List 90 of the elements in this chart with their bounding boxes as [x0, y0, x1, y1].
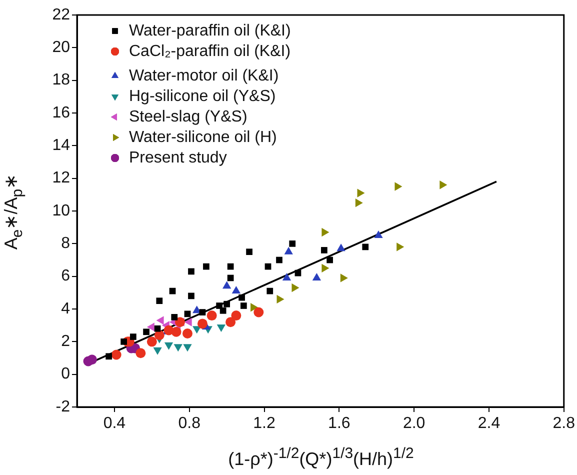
x-tick-label: 0.4: [103, 415, 126, 432]
point: [188, 292, 194, 300]
point: [106, 353, 112, 360]
legend-label: Water-paraffin oil (K&I): [129, 22, 291, 40]
point: [250, 303, 258, 312]
point: [284, 246, 293, 254]
point: [340, 274, 348, 282]
point: [374, 230, 383, 238]
point: [254, 307, 264, 318]
point: [216, 302, 222, 309]
point: [276, 294, 284, 304]
x-tick-label: 1.6: [328, 415, 350, 432]
point: [266, 288, 274, 294]
point: [197, 318, 208, 329]
point: [199, 309, 206, 316]
point: [282, 272, 292, 280]
point: [156, 316, 164, 325]
y-tick-label: 14: [52, 137, 70, 154]
y-tick-label: 12: [52, 170, 70, 187]
point: [362, 244, 369, 250]
point: [120, 338, 127, 345]
point: [154, 330, 164, 340]
point: [226, 317, 236, 328]
point: [171, 314, 178, 320]
point: [231, 310, 242, 321]
x-tick-label: 2.8: [552, 415, 576, 432]
x-axis-title: (1-ρ*)$^{-1/2}$(Q*)$^{1/3}$(H/h)$^{1/2}$: [228, 445, 414, 470]
point: [312, 272, 322, 280]
point: [184, 318, 192, 326]
x-tick-label: 0.8: [178, 415, 201, 432]
point: [232, 286, 240, 294]
x-tick-label: 1.2: [253, 415, 276, 432]
point: [394, 182, 402, 191]
x-tick-label: 2.0: [402, 415, 426, 432]
point: [396, 242, 404, 252]
x-tick-label: 2.4: [478, 415, 500, 432]
point: [220, 307, 226, 314]
legend-label: Water-silicone oil (H): [129, 128, 277, 146]
point: [111, 350, 122, 360]
point: [357, 188, 365, 198]
point: [224, 300, 230, 308]
y-tick-label: 4: [61, 300, 70, 318]
y-tick-label: 16: [52, 104, 70, 122]
point: [146, 336, 157, 347]
point: [174, 344, 182, 352]
y-tick-label: 0: [61, 366, 70, 383]
y-tick-label: 18: [52, 72, 70, 89]
point: [183, 344, 192, 352]
point: [146, 322, 154, 332]
point: [440, 180, 448, 190]
point: [153, 347, 162, 355]
point: [238, 294, 245, 301]
point: [184, 310, 191, 318]
y-tick-label: 8: [61, 235, 70, 252]
point: [216, 324, 226, 332]
point: [203, 263, 210, 270]
point: [86, 354, 97, 365]
legend-label: CaCl₂-paraffin oil (K&I): [129, 42, 291, 60]
y-tick-label: 20: [52, 39, 70, 56]
y-tick-label: 22: [52, 6, 70, 24]
point: [292, 283, 300, 292]
point: [326, 256, 333, 264]
y-tick-label: 2: [61, 333, 70, 350]
legend-label: Present study: [129, 149, 227, 166]
point: [322, 264, 330, 272]
point: [336, 244, 346, 252]
point: [240, 302, 247, 309]
point: [246, 248, 252, 256]
point: [222, 281, 232, 289]
point: [276, 256, 282, 264]
point: [355, 198, 363, 208]
point: [136, 348, 146, 358]
point: [130, 334, 136, 340]
point: [206, 310, 217, 321]
point: [188, 268, 194, 275]
y-tick-label: 10: [52, 202, 70, 220]
point: [321, 247, 328, 254]
legend-label: Water-motor oil (K&I): [129, 67, 279, 84]
point: [182, 328, 192, 338]
point: [156, 298, 163, 304]
y-tick-label: -2: [56, 398, 70, 416]
y-tick-label: 6: [61, 268, 70, 285]
point: [171, 326, 182, 337]
point: [154, 325, 161, 332]
point: [289, 240, 296, 247]
point: [143, 328, 150, 336]
point: [164, 342, 174, 350]
legend-label: Steel-slag (Y&S): [129, 108, 248, 126]
point: [322, 228, 330, 237]
legend-label: Hg-silicone oil (Y&S): [129, 88, 276, 105]
